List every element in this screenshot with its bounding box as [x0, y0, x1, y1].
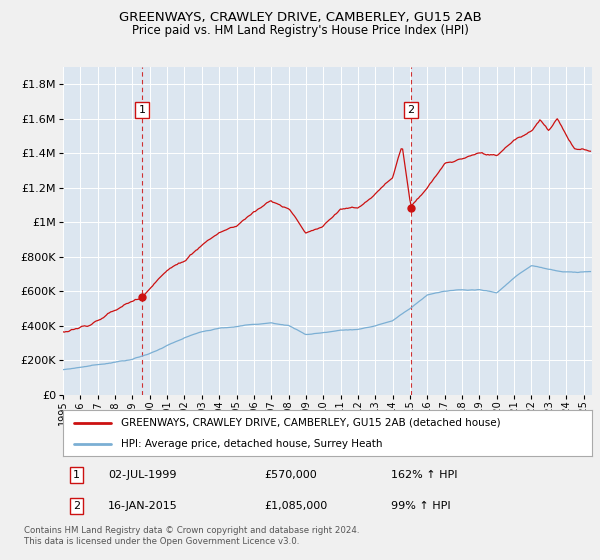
Text: GREENWAYS, CRAWLEY DRIVE, CAMBERLEY, GU15 2AB: GREENWAYS, CRAWLEY DRIVE, CAMBERLEY, GU1… [119, 11, 481, 24]
Text: Price paid vs. HM Land Registry's House Price Index (HPI): Price paid vs. HM Land Registry's House … [131, 24, 469, 37]
Text: £570,000: £570,000 [264, 470, 317, 480]
Text: 99% ↑ HPI: 99% ↑ HPI [391, 501, 451, 511]
Text: HPI: Average price, detached house, Surrey Heath: HPI: Average price, detached house, Surr… [121, 439, 383, 449]
Text: 2: 2 [73, 501, 80, 511]
Text: 02-JUL-1999: 02-JUL-1999 [108, 470, 176, 480]
Text: Contains HM Land Registry data © Crown copyright and database right 2024.
This d: Contains HM Land Registry data © Crown c… [24, 526, 359, 546]
Text: £1,085,000: £1,085,000 [264, 501, 328, 511]
Text: 162% ↑ HPI: 162% ↑ HPI [391, 470, 458, 480]
Text: 1: 1 [73, 470, 80, 480]
Text: 1: 1 [139, 105, 145, 115]
Text: 16-JAN-2015: 16-JAN-2015 [108, 501, 178, 511]
Text: GREENWAYS, CRAWLEY DRIVE, CAMBERLEY, GU15 2AB (detached house): GREENWAYS, CRAWLEY DRIVE, CAMBERLEY, GU1… [121, 418, 501, 428]
Text: 2: 2 [407, 105, 415, 115]
